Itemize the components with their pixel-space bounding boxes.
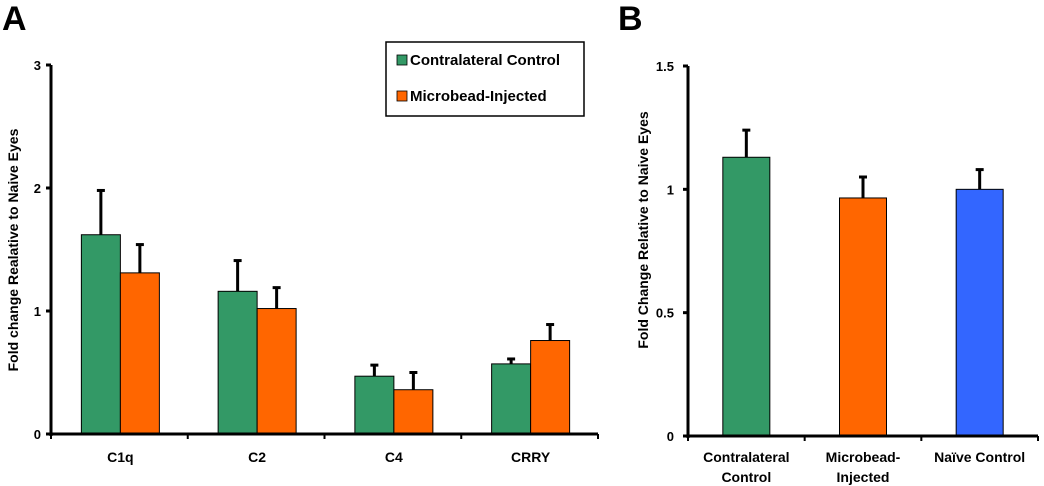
x-tick-label-contralateral-control: Contralateral <box>703 449 789 465</box>
panel-b-y-axis-label: Fold Change Relative to Naive Eyes <box>635 111 651 349</box>
panel-a-y-tick-label: 1 <box>34 304 41 319</box>
panel-a-legend: Contralateral Control Microbead-Injected <box>385 41 585 117</box>
legend-label-contralateral: Contralateral Control <box>410 52 560 69</box>
x-tick-label-naive-control: Naïve Control <box>934 449 1025 465</box>
panel-a-y-tick-label: 3 <box>34 58 41 73</box>
panel-b-bars <box>722 128 1004 437</box>
panel-b-y-tick-label: 1 <box>667 182 674 197</box>
x-tick-label-microbead-injected: Microbead- <box>826 449 901 465</box>
bar-c2-microbead <box>256 308 297 435</box>
bar-c4-microbead <box>393 389 434 435</box>
panel-b-axes: Contralateral Control Microbead- Injected Na… <box>656 59 1039 485</box>
panel-b-letter: B <box>618 0 643 38</box>
panel-b: B Fold Change Relative to Naive Eyes Con… <box>618 0 1039 485</box>
x-tick-label-microbead-injected: Injected <box>837 469 890 485</box>
panel-a-y-axis-label: Fold change Realative to Naive Eyes <box>5 128 21 371</box>
panel-a-y-tick-label: 2 <box>34 181 41 196</box>
bar-c1q-contralateral <box>80 234 121 435</box>
panel-b-y-tick-label: 0 <box>667 429 674 444</box>
legend-swatch-contralateral <box>396 54 408 66</box>
bar-c4-contralateral <box>354 375 395 435</box>
bar-crry-contralateral <box>491 363 532 435</box>
panel-a-axes: C1q C2 C4 CRRY 0 1 2 3 <box>34 58 599 465</box>
legend-label-microbead: Microbead-Injected <box>410 88 547 105</box>
x-tick-label-c1q: C1q <box>107 449 133 465</box>
panel-a: A Fold change Realative to Naive Eyes C1… <box>2 0 599 465</box>
x-tick-label-c2: C2 <box>248 449 266 465</box>
panel-b-y-tick-label: 1.5 <box>656 59 674 74</box>
legend-swatch-microbead <box>396 90 408 102</box>
bar-crry-microbead <box>530 340 571 435</box>
panel-a-bars <box>80 188 571 435</box>
bar-c2-contralateral <box>217 290 258 435</box>
panel-a-y-tick-label: 0 <box>34 427 41 442</box>
bar-contralateral-control <box>722 156 771 437</box>
x-tick-label-c4: C4 <box>385 449 403 465</box>
panel-a-letter: A <box>2 0 27 38</box>
x-tick-label-crry: CRRY <box>511 449 551 465</box>
bar-c1q-microbead <box>119 272 160 435</box>
x-tick-label-contralateral-control: Control <box>721 469 771 485</box>
legend-box <box>385 41 585 117</box>
panel-b-y-tick-label: 0.5 <box>656 306 674 321</box>
bar-microbead-injected <box>839 197 887 437</box>
bar-naive-control <box>955 188 1004 437</box>
